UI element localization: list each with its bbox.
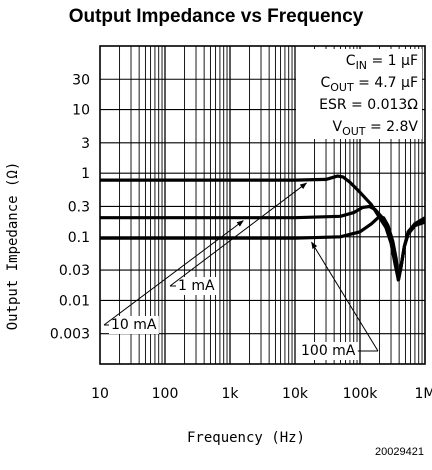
annotation-bg (109, 316, 159, 334)
condition-box: CIN = 1 μF COUT = 4.7 μF ESR = 0.013Ω VOUT … (296, 49, 422, 139)
y-tick-label: 30 (72, 72, 90, 88)
annotation-arrow (311, 241, 379, 352)
x-tick-label: 100k (343, 386, 379, 402)
annotation-arrow (169, 182, 308, 287)
figure-id: 20029421 (375, 446, 424, 458)
condition-esr: ESR = 0.013Ω (319, 97, 418, 113)
plot-frame (99, 45, 426, 365)
series-annotation-label: 1 mA (178, 278, 215, 294)
series-line-3 (100, 216, 426, 282)
x-tick-label: 10k (282, 386, 309, 402)
y-tick-labels: 30 10 3 1 0.3 0.1 0.03 0.01 0.003 (50, 72, 90, 342)
y-tick-label: 0.1 (68, 230, 90, 246)
plot-annotations: 1 mA 10 mA 100 mA (103, 182, 379, 360)
x-axis-label: Frequency (Hz) (187, 430, 305, 446)
y-tick-label: 3 (81, 136, 90, 152)
y-tick-label: 0.03 (59, 263, 90, 279)
condition-vout: VOUT = 2.8V (333, 119, 419, 138)
condition-cout: COUT = 4.7 μF (320, 75, 418, 94)
y-axis-label: Output Impedance (Ω) (5, 162, 21, 331)
annotation-bg (299, 342, 358, 360)
x-tick-label: 10 (91, 386, 109, 402)
y-tick-label: 10 (72, 103, 90, 119)
condition-cin: CIN = 1 μF (346, 53, 418, 72)
chart-title: Output Impedance vs Frequency (68, 6, 364, 27)
y-tick-label: 0.3 (68, 199, 90, 215)
x-tick-label: 100 (152, 386, 179, 402)
series-line-1 (100, 174, 426, 282)
y-tick-label: 0.01 (59, 293, 90, 309)
annotation-bg (176, 277, 217, 295)
series-annotation-label: 10 mA (111, 317, 157, 333)
x-tick-labels: 10 100 1k 10k 100k 1M (91, 386, 432, 402)
x-tick-label: 1k (221, 386, 239, 402)
annotation-arrow (103, 220, 244, 326)
x-tick-label: 1M (415, 386, 432, 402)
series-annotation-label: 100 mA (301, 343, 356, 359)
plot-series (100, 174, 426, 282)
y-tick-label: 0.003 (50, 327, 90, 343)
condition-box-bg (296, 49, 422, 139)
y-tick-label: 1 (81, 166, 90, 182)
